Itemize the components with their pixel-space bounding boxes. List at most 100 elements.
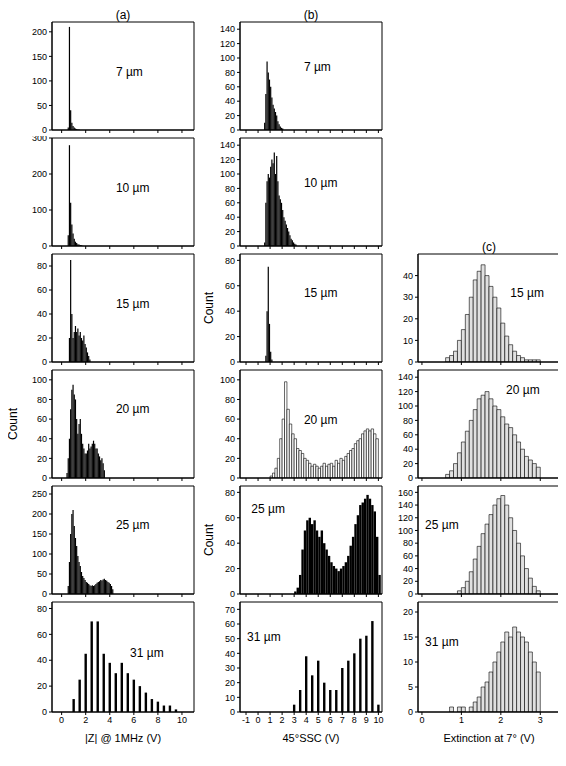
- svg-text:0: 0: [59, 715, 64, 725]
- svg-text:2: 2: [280, 715, 285, 725]
- svg-text:20: 20: [37, 681, 47, 691]
- svg-text:200: 200: [32, 169, 47, 179]
- svg-text:150: 150: [32, 52, 47, 62]
- svg-text:20: 20: [37, 333, 47, 343]
- svg-text:10: 10: [373, 715, 383, 725]
- svg-text:20: 20: [403, 314, 413, 324]
- svg-text:120: 120: [220, 155, 235, 165]
- svg-text:140: 140: [398, 500, 413, 510]
- svg-text:0: 0: [408, 357, 413, 367]
- svg-text:300: 300: [32, 136, 47, 143]
- svg-text:6: 6: [131, 715, 136, 725]
- svg-text:80: 80: [225, 256, 235, 266]
- svg-text:80: 80: [37, 604, 47, 614]
- svg-text:5: 5: [408, 682, 413, 692]
- svg-text:8: 8: [352, 715, 357, 725]
- svg-text:10: 10: [177, 715, 187, 725]
- svg-text:40: 40: [37, 309, 47, 319]
- svg-text:6: 6: [328, 715, 333, 725]
- svg-text:60: 60: [37, 414, 47, 424]
- svg-text:100: 100: [220, 53, 235, 63]
- svg-text:15: 15: [403, 632, 413, 642]
- svg-text:4: 4: [107, 715, 112, 725]
- svg-text:60: 60: [225, 619, 235, 629]
- svg-text:4: 4: [304, 715, 309, 725]
- svg-text:80: 80: [225, 395, 235, 405]
- svg-text:10: 10: [225, 693, 235, 703]
- svg-text:0: 0: [42, 589, 47, 599]
- svg-text:2: 2: [83, 715, 88, 725]
- svg-text:120: 120: [398, 387, 413, 397]
- svg-text:100: 100: [32, 205, 47, 215]
- svg-text:40: 40: [403, 444, 413, 454]
- svg-text:0: 0: [42, 357, 47, 367]
- svg-text:0: 0: [42, 473, 47, 483]
- svg-text:100: 100: [220, 169, 235, 179]
- svg-text:0: 0: [408, 473, 413, 483]
- svg-text:20: 20: [37, 454, 47, 464]
- svg-text:80: 80: [225, 68, 235, 78]
- svg-text:0: 0: [230, 357, 235, 367]
- svg-text:100: 100: [32, 76, 47, 86]
- svg-text:60: 60: [225, 82, 235, 92]
- svg-text:8: 8: [155, 715, 160, 725]
- svg-text:140: 140: [398, 372, 413, 382]
- svg-text:20: 20: [225, 227, 235, 237]
- svg-text:20: 20: [225, 564, 235, 574]
- svg-text:3: 3: [538, 715, 543, 725]
- svg-text:100: 100: [220, 375, 235, 385]
- svg-text:20: 20: [403, 459, 413, 469]
- svg-text:200: 200: [32, 509, 47, 519]
- svg-text:9: 9: [364, 715, 369, 725]
- svg-text:20: 20: [225, 454, 235, 464]
- svg-text:40: 40: [403, 564, 413, 574]
- svg-text:0: 0: [408, 707, 413, 717]
- svg-text:30: 30: [403, 292, 413, 302]
- svg-text:40: 40: [225, 434, 235, 444]
- svg-text:100: 100: [32, 375, 47, 385]
- svg-text:20: 20: [225, 111, 235, 121]
- svg-text:5: 5: [316, 715, 321, 725]
- svg-text:80: 80: [225, 488, 235, 498]
- svg-text:80: 80: [403, 416, 413, 426]
- svg-text:50: 50: [225, 634, 235, 644]
- svg-text:10: 10: [403, 336, 413, 346]
- svg-text:10: 10: [403, 657, 413, 667]
- svg-text:70: 70: [225, 605, 235, 615]
- svg-text:1: 1: [268, 715, 273, 725]
- svg-text:40: 40: [225, 96, 235, 106]
- svg-text:140: 140: [220, 24, 235, 34]
- svg-text:50: 50: [37, 101, 47, 111]
- svg-text:40: 40: [225, 306, 235, 316]
- svg-text:20: 20: [403, 607, 413, 617]
- svg-text:0: 0: [230, 707, 235, 717]
- svg-text:120: 120: [220, 39, 235, 49]
- svg-text:0: 0: [230, 589, 235, 599]
- svg-text:60: 60: [225, 198, 235, 208]
- svg-text:20: 20: [225, 678, 235, 688]
- svg-text:-1: -1: [242, 715, 250, 725]
- svg-text:40: 40: [225, 649, 235, 659]
- svg-text:140: 140: [220, 140, 235, 150]
- svg-text:3: 3: [292, 715, 297, 725]
- svg-text:60: 60: [37, 630, 47, 640]
- svg-text:20: 20: [225, 332, 235, 342]
- svg-text:120: 120: [398, 513, 413, 523]
- svg-text:100: 100: [398, 526, 413, 536]
- svg-text:40: 40: [225, 538, 235, 548]
- svg-text:1: 1: [459, 715, 464, 725]
- svg-text:200: 200: [32, 27, 47, 37]
- svg-text:60: 60: [225, 414, 235, 424]
- svg-text:80: 80: [37, 261, 47, 271]
- svg-text:0: 0: [230, 473, 235, 483]
- svg-text:160: 160: [398, 488, 413, 498]
- svg-text:0: 0: [42, 241, 47, 251]
- svg-text:250: 250: [32, 489, 47, 499]
- svg-text:60: 60: [37, 285, 47, 295]
- svg-text:60: 60: [225, 513, 235, 523]
- svg-text:0: 0: [230, 241, 235, 251]
- svg-text:60: 60: [403, 551, 413, 561]
- svg-text:60: 60: [225, 281, 235, 291]
- svg-text:0: 0: [42, 707, 47, 717]
- svg-text:80: 80: [37, 395, 47, 405]
